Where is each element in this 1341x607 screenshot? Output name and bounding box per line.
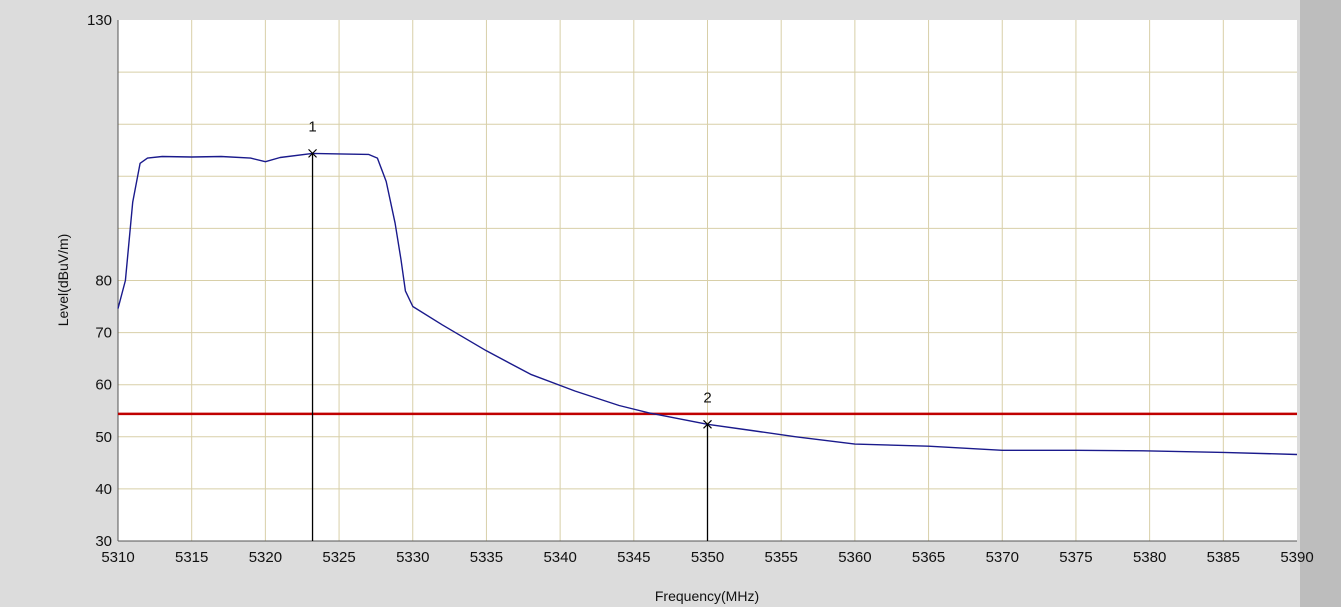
y-tick-label: 130 [87, 12, 112, 29]
right-gutter [1300, 0, 1341, 607]
y-tick-label: 30 [95, 533, 112, 550]
y-tick-label: 60 [95, 377, 112, 394]
x-tick-label: 5325 [322, 549, 355, 566]
x-tick-label: 5375 [1059, 549, 1092, 566]
y-tick-label: 40 [95, 481, 112, 498]
y-tick-label: 70 [95, 325, 112, 342]
x-tick-label: 5380 [1133, 549, 1166, 566]
x-tick-label: 5355 [765, 549, 798, 566]
x-tick-label: 5340 [543, 549, 576, 566]
marker-point [703, 419, 712, 429]
marker-label: 2 [703, 389, 711, 406]
x-tick-label: 5365 [912, 549, 945, 566]
y-axis-label: Level(dBuV/m) [55, 234, 71, 327]
x-tick-label: 5345 [617, 549, 650, 566]
y-tick-labels: 30 40 50 60 70 80 130 [87, 12, 112, 550]
x-tick-label: 5320 [249, 549, 282, 566]
x-tick-label: 5390 [1280, 549, 1313, 566]
x-tick-labels: 5310 5315 5320 5325 5330 5335 5340 5345 5350 5355… [101, 549, 1313, 566]
x-tick-label: 5385 [1207, 549, 1240, 566]
marker-group: 12 [308, 118, 712, 541]
x-tick-label: 5360 [838, 549, 871, 566]
x-tick-label: 5330 [396, 549, 429, 566]
series-line [117, 152, 1298, 456]
x-tick-label: 5335 [470, 549, 503, 566]
x-tick-label: 5370 [986, 549, 1019, 566]
series-group [117, 152, 1298, 456]
marker-label: 1 [308, 118, 316, 135]
marker-point [308, 148, 317, 158]
y-tick-label: 50 [95, 429, 112, 446]
x-tick-label: 5350 [691, 549, 724, 566]
y-tick-label: 80 [95, 273, 112, 290]
x-axis-label: Frequency(MHz) [655, 588, 759, 604]
x-tick-label: 5315 [175, 549, 208, 566]
x-tick-label: 5310 [101, 549, 134, 566]
